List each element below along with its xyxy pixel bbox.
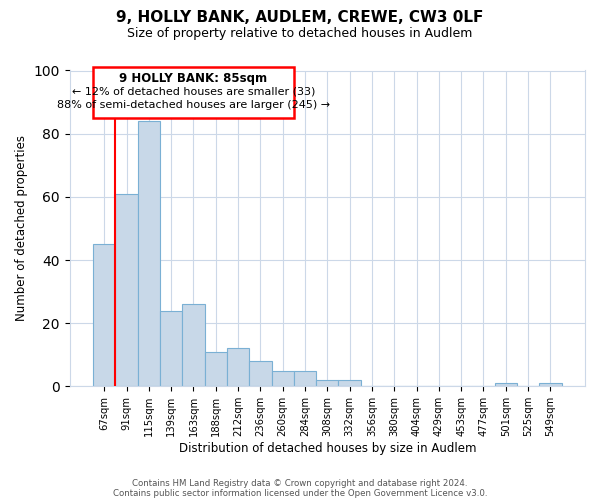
Bar	[338, 380, 361, 386]
X-axis label: Distribution of detached houses by size in Audlem: Distribution of detached houses by size …	[179, 442, 476, 455]
Bar	[182, 304, 205, 386]
Text: Contains HM Land Registry data © Crown copyright and database right 2024.: Contains HM Land Registry data © Crown c…	[132, 478, 468, 488]
Bar	[227, 348, 249, 387]
Text: Size of property relative to detached houses in Audlem: Size of property relative to detached ho…	[127, 28, 473, 40]
Bar	[93, 244, 115, 386]
Text: 88% of semi-detached houses are larger (245) →: 88% of semi-detached houses are larger (…	[57, 100, 330, 110]
Bar	[539, 383, 562, 386]
Bar	[137, 121, 160, 386]
Text: 9 HOLLY BANK: 85sqm: 9 HOLLY BANK: 85sqm	[119, 72, 268, 86]
Text: Contains public sector information licensed under the Open Government Licence v3: Contains public sector information licen…	[113, 488, 487, 498]
Bar	[316, 380, 338, 386]
Bar	[294, 370, 316, 386]
Text: 9, HOLLY BANK, AUDLEM, CREWE, CW3 0LF: 9, HOLLY BANK, AUDLEM, CREWE, CW3 0LF	[116, 10, 484, 25]
Bar	[249, 361, 272, 386]
Text: ← 12% of detached houses are smaller (33): ← 12% of detached houses are smaller (33…	[72, 86, 315, 97]
Bar	[115, 194, 137, 386]
Y-axis label: Number of detached properties: Number of detached properties	[15, 136, 28, 322]
Bar	[160, 310, 182, 386]
Bar	[494, 383, 517, 386]
Bar	[272, 370, 294, 386]
Bar	[205, 352, 227, 386]
